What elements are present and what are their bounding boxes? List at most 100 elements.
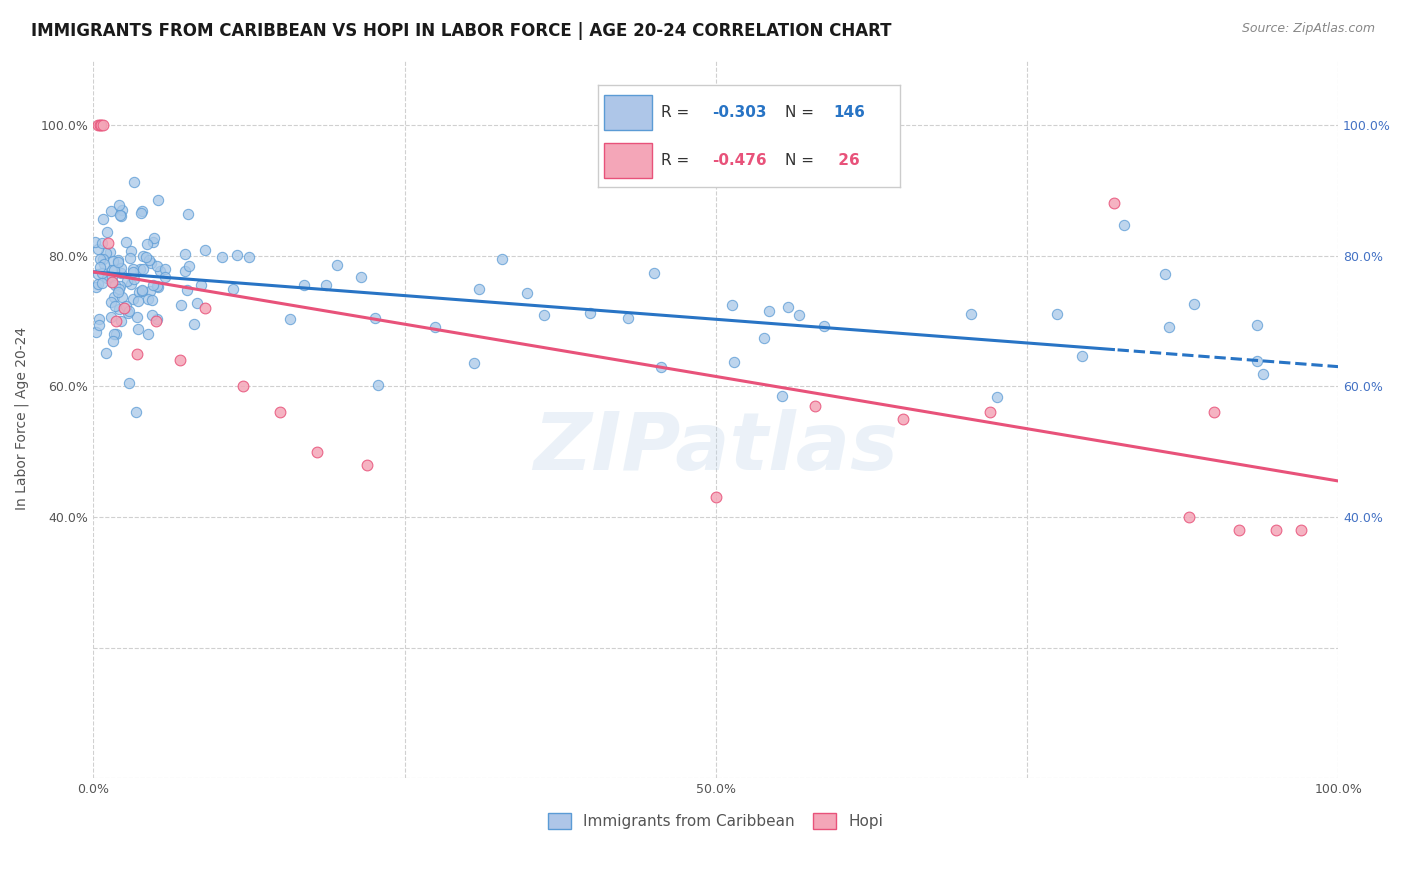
Text: N =: N =	[785, 105, 818, 120]
Point	[107, 285, 129, 300]
Point	[104, 326, 127, 341]
Point	[174, 264, 197, 278]
Point	[723, 355, 745, 369]
Point	[110, 208, 132, 222]
Point	[1046, 307, 1069, 321]
Point	[104, 299, 127, 313]
Point	[1251, 368, 1274, 382]
Point	[758, 304, 780, 318]
Point	[117, 306, 139, 320]
Point	[97, 235, 120, 250]
Point	[107, 253, 129, 268]
Point	[787, 308, 810, 322]
Point	[110, 266, 132, 280]
Point	[87, 318, 110, 332]
Point	[100, 204, 122, 219]
Point	[96, 271, 118, 285]
Point	[90, 276, 112, 290]
Point	[1182, 297, 1205, 311]
Point	[804, 399, 827, 413]
Point	[122, 175, 145, 189]
Text: N =: N =	[785, 153, 818, 169]
Point	[108, 278, 131, 293]
Text: IMMIGRANTS FROM CARIBBEAN VS HOPI IN LABOR FORCE | AGE 20-24 CORRELATION CHART: IMMIGRANTS FROM CARIBBEAN VS HOPI IN LAB…	[31, 22, 891, 40]
Point	[118, 304, 141, 318]
Point	[141, 308, 163, 322]
Point	[120, 244, 142, 259]
Point	[103, 290, 125, 304]
Point	[138, 252, 160, 267]
Point	[124, 405, 146, 419]
Point	[111, 290, 134, 304]
Point	[960, 307, 983, 321]
Point	[131, 203, 153, 218]
Point	[101, 275, 124, 289]
Point	[153, 270, 176, 285]
Point	[142, 278, 165, 293]
Point	[103, 262, 125, 277]
Point	[350, 269, 373, 284]
Point	[84, 325, 107, 339]
Point	[643, 266, 665, 280]
Point	[128, 285, 150, 299]
Point	[115, 274, 138, 288]
Point	[101, 275, 124, 289]
Point	[1102, 196, 1125, 211]
Point	[222, 282, 245, 296]
Point	[1246, 353, 1268, 368]
Point	[100, 310, 122, 324]
Point	[367, 378, 389, 392]
Point	[752, 331, 775, 345]
Point	[96, 345, 118, 359]
Point	[491, 252, 513, 267]
Point	[1112, 218, 1135, 232]
Point	[292, 277, 315, 292]
Point	[90, 118, 112, 132]
Point	[110, 261, 132, 276]
Point	[107, 282, 129, 296]
Point	[278, 312, 301, 326]
Point	[891, 412, 914, 426]
Point	[132, 249, 155, 263]
Point	[101, 263, 124, 277]
Point	[91, 252, 114, 266]
Point	[1154, 268, 1177, 282]
Point	[115, 235, 138, 249]
Point	[1202, 405, 1225, 419]
Point	[83, 235, 105, 249]
Point	[129, 262, 152, 277]
Point	[226, 247, 249, 261]
Point	[100, 294, 122, 309]
Point	[107, 255, 129, 269]
Point	[776, 300, 799, 314]
Point	[135, 251, 157, 265]
Point	[127, 310, 149, 324]
Point	[146, 280, 169, 294]
Point	[1157, 320, 1180, 334]
Y-axis label: In Labor Force | Age 20-24: In Labor Force | Age 20-24	[15, 327, 30, 510]
Point	[238, 250, 260, 264]
Point	[118, 376, 141, 391]
Text: R =: R =	[661, 105, 695, 120]
Point	[169, 353, 191, 368]
Point	[326, 258, 349, 272]
Point	[423, 319, 446, 334]
Point	[1071, 349, 1094, 363]
Point	[232, 379, 254, 393]
Point	[111, 202, 134, 217]
Point	[87, 242, 110, 256]
Text: Source: ZipAtlas.com: Source: ZipAtlas.com	[1241, 22, 1375, 36]
Point	[101, 270, 124, 285]
Point	[101, 334, 124, 349]
Point	[104, 278, 127, 293]
Point	[96, 225, 118, 239]
Point	[131, 284, 153, 298]
Point	[103, 326, 125, 341]
Point	[516, 285, 538, 300]
Point	[122, 272, 145, 286]
Point	[127, 321, 149, 335]
Point	[146, 279, 169, 293]
Text: 146: 146	[834, 105, 865, 120]
Text: 26: 26	[834, 153, 860, 169]
Point	[96, 245, 118, 260]
